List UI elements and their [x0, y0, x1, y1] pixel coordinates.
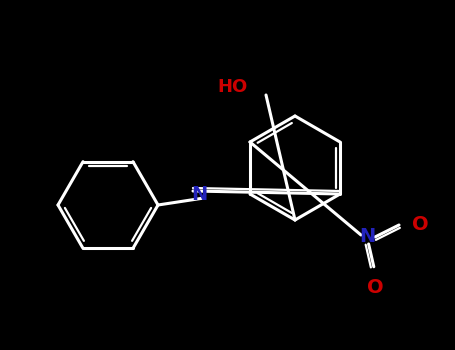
- Text: O: O: [367, 278, 383, 297]
- Text: HO: HO: [218, 78, 248, 96]
- Text: N: N: [359, 228, 375, 246]
- Text: N: N: [191, 186, 207, 204]
- Text: O: O: [412, 216, 429, 234]
